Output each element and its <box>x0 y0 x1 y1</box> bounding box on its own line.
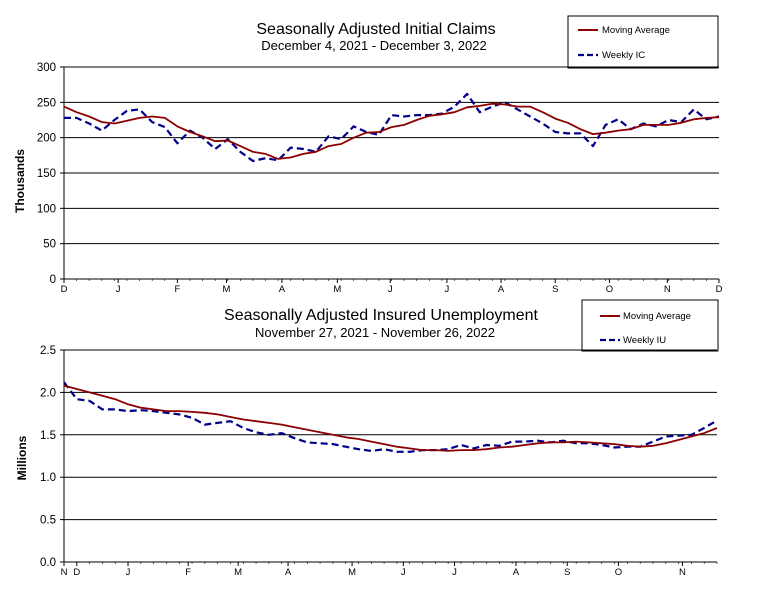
chart1-legend-weekly-label: Weekly IC <box>602 50 645 61</box>
x-tick-label: F <box>185 567 191 578</box>
x-tick-label: J <box>452 567 457 578</box>
x-tick-label: D <box>716 284 723 295</box>
x-tick-label: F <box>174 284 180 295</box>
x-tick-label: D <box>73 567 80 578</box>
chart2-legend-weekly-label: Weekly IU <box>623 335 666 346</box>
y-tick-label: 150 <box>37 168 56 180</box>
x-tick-label: S <box>564 567 570 578</box>
chart1-y-ticks: 0 50 100 150 200 250 300 <box>37 62 64 286</box>
chart1-subtitle: December 4, 2021 - December 3, 2022 <box>261 38 486 53</box>
chart2-subtitle: November 27, 2021 - November 26, 2022 <box>255 325 495 340</box>
y-tick-label: 1.5 <box>40 430 56 442</box>
chart2-ylabel: Millions <box>15 435 29 480</box>
chart1-legend: Moving Average Weekly IC <box>567 15 719 69</box>
x-tick-label: D <box>61 284 68 295</box>
x-tick-label: M <box>348 567 356 578</box>
x-tick-label: N <box>679 567 686 578</box>
y-tick-label: 0 <box>50 274 56 286</box>
x-tick-label: J <box>116 284 121 295</box>
y-tick-label: 50 <box>43 239 56 251</box>
series-line-moving-average <box>63 384 718 452</box>
x-tick-label: N <box>664 284 671 295</box>
chart1-ylabel: Thousands <box>13 149 27 213</box>
chart-insured-unemployment: Seasonally Adjusted Insured Unemployment… <box>15 299 719 578</box>
chart1-series <box>63 92 720 163</box>
chart1-legend-box <box>567 15 719 69</box>
chart-initial-claims: Seasonally Adjusted Initial Claims Decem… <box>13 15 723 295</box>
y-tick-label: 300 <box>37 62 56 74</box>
x-tick-label: M <box>223 284 231 295</box>
y-tick-label: 250 <box>37 97 56 109</box>
y-tick-label: 100 <box>37 203 56 215</box>
y-tick-label: 2.0 <box>40 387 56 399</box>
chart2-y-ticks: 0.0 0.5 1.0 1.5 2.0 2.5 <box>40 345 64 569</box>
chart2-legend-box <box>581 299 719 352</box>
series-line-weekly <box>63 381 718 453</box>
x-tick-label: J <box>445 284 450 295</box>
series-line-moving-average <box>63 102 720 160</box>
x-tick-label: M <box>234 567 242 578</box>
x-tick-label: A <box>279 284 286 295</box>
y-tick-label: 0.0 <box>40 557 56 569</box>
x-tick-label: J <box>126 567 131 578</box>
x-tick-label: A <box>513 567 520 578</box>
x-tick-label: O <box>606 284 613 295</box>
y-tick-label: 200 <box>37 133 56 145</box>
chart1-legend-ma-label: Moving Average <box>602 25 670 36</box>
chart2-series <box>63 381 718 453</box>
chart2-legend: Moving Average Weekly IU <box>581 299 719 352</box>
chart1-gridlines <box>64 66 719 245</box>
x-tick-label: A <box>285 567 292 578</box>
y-tick-label: 0.5 <box>40 515 56 527</box>
y-tick-label: 2.5 <box>40 345 56 357</box>
x-tick-label: A <box>498 284 505 295</box>
x-tick-label: J <box>401 567 406 578</box>
chart2-gridlines <box>64 349 717 521</box>
x-tick-label: N <box>61 567 68 578</box>
chart1-title: Seasonally Adjusted Initial Claims <box>256 21 495 38</box>
chart2-title: Seasonally Adjusted Insured Unemployment <box>224 307 539 324</box>
x-tick-label: M <box>333 284 341 295</box>
y-tick-label: 1.0 <box>40 472 56 484</box>
x-tick-label: J <box>388 284 393 295</box>
x-tick-label: O <box>615 567 622 578</box>
chart2-legend-ma-label: Moving Average <box>623 311 691 322</box>
x-tick-label: S <box>552 284 558 295</box>
